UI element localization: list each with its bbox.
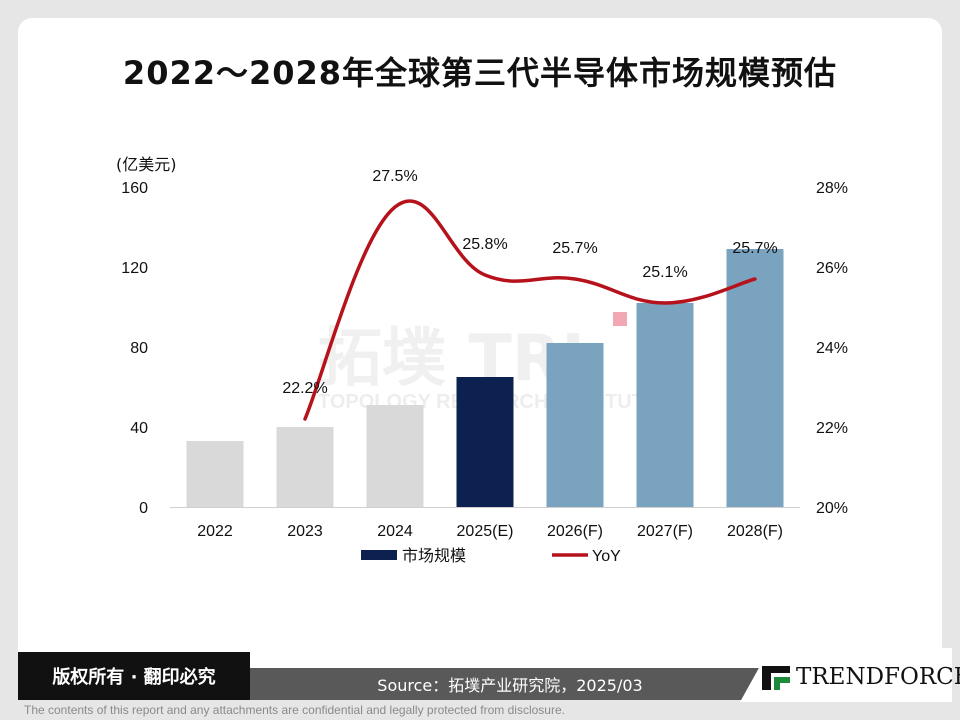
bar — [366, 405, 424, 507]
legend-label-line: YoY — [592, 548, 621, 565]
y-tick-left: 40 — [130, 420, 148, 437]
bar — [186, 441, 244, 507]
chart-card — [18, 18, 942, 668]
x-tick-label: 2028(F) — [727, 523, 783, 540]
x-tick-label: 2024 — [377, 523, 413, 540]
y-axis-label: (亿美元) — [116, 155, 177, 174]
bar — [276, 427, 334, 507]
legend-label-bar: 市场规模 — [402, 546, 466, 565]
yoy-data-label: 25.8% — [462, 236, 507, 253]
x-tick-label: 2022 — [197, 523, 233, 540]
y-tick-right: 24% — [816, 340, 848, 357]
disclaimer-text: The contents of this report and any atta… — [24, 703, 565, 717]
bar — [456, 377, 514, 507]
yoy-data-label: 25.1% — [642, 264, 687, 281]
x-tick-label: 2023 — [287, 523, 323, 540]
yoy-line — [303, 199, 757, 421]
x-tick-label: 2025(E) — [457, 523, 514, 540]
y-tick-left: 160 — [121, 180, 148, 197]
trendforce-logo: TRENDFORCE — [796, 664, 960, 690]
logo-panel — [740, 648, 952, 702]
x-tick-label: 2026(F) — [547, 523, 603, 540]
copyright-badge: 版权所有 · 翻印必究 — [18, 652, 250, 700]
legend-swatch-bar — [361, 550, 397, 560]
y-tick-left: 120 — [121, 260, 148, 277]
bar — [636, 303, 694, 507]
chart-title: 2022～2028年全球第三代半导体市场规模预估 — [122, 54, 838, 92]
y-tick-left: 0 — [139, 500, 148, 517]
y-tick-right: 26% — [816, 260, 848, 277]
yoy-data-label: 22.2% — [282, 380, 327, 397]
y-tick-right: 22% — [816, 420, 848, 437]
yoy-data-label: 25.7% — [732, 240, 777, 257]
bar — [546, 343, 604, 507]
yoy-data-label: 25.7% — [552, 240, 597, 257]
yoy-data-label: 27.5% — [372, 168, 417, 185]
trendforce-logo-icon — [762, 666, 790, 690]
x-tick-label: 2027(F) — [637, 523, 693, 540]
y-tick-left: 80 — [130, 340, 148, 357]
bar — [726, 249, 784, 507]
watermark-dot — [613, 312, 627, 326]
source-note: Source：拓墣产业研究院，2025/03 — [250, 668, 770, 700]
watermark-logo: 拓墣 TRI — [318, 322, 585, 396]
y-tick-right: 20% — [816, 500, 848, 517]
y-tick-right: 28% — [816, 180, 848, 197]
